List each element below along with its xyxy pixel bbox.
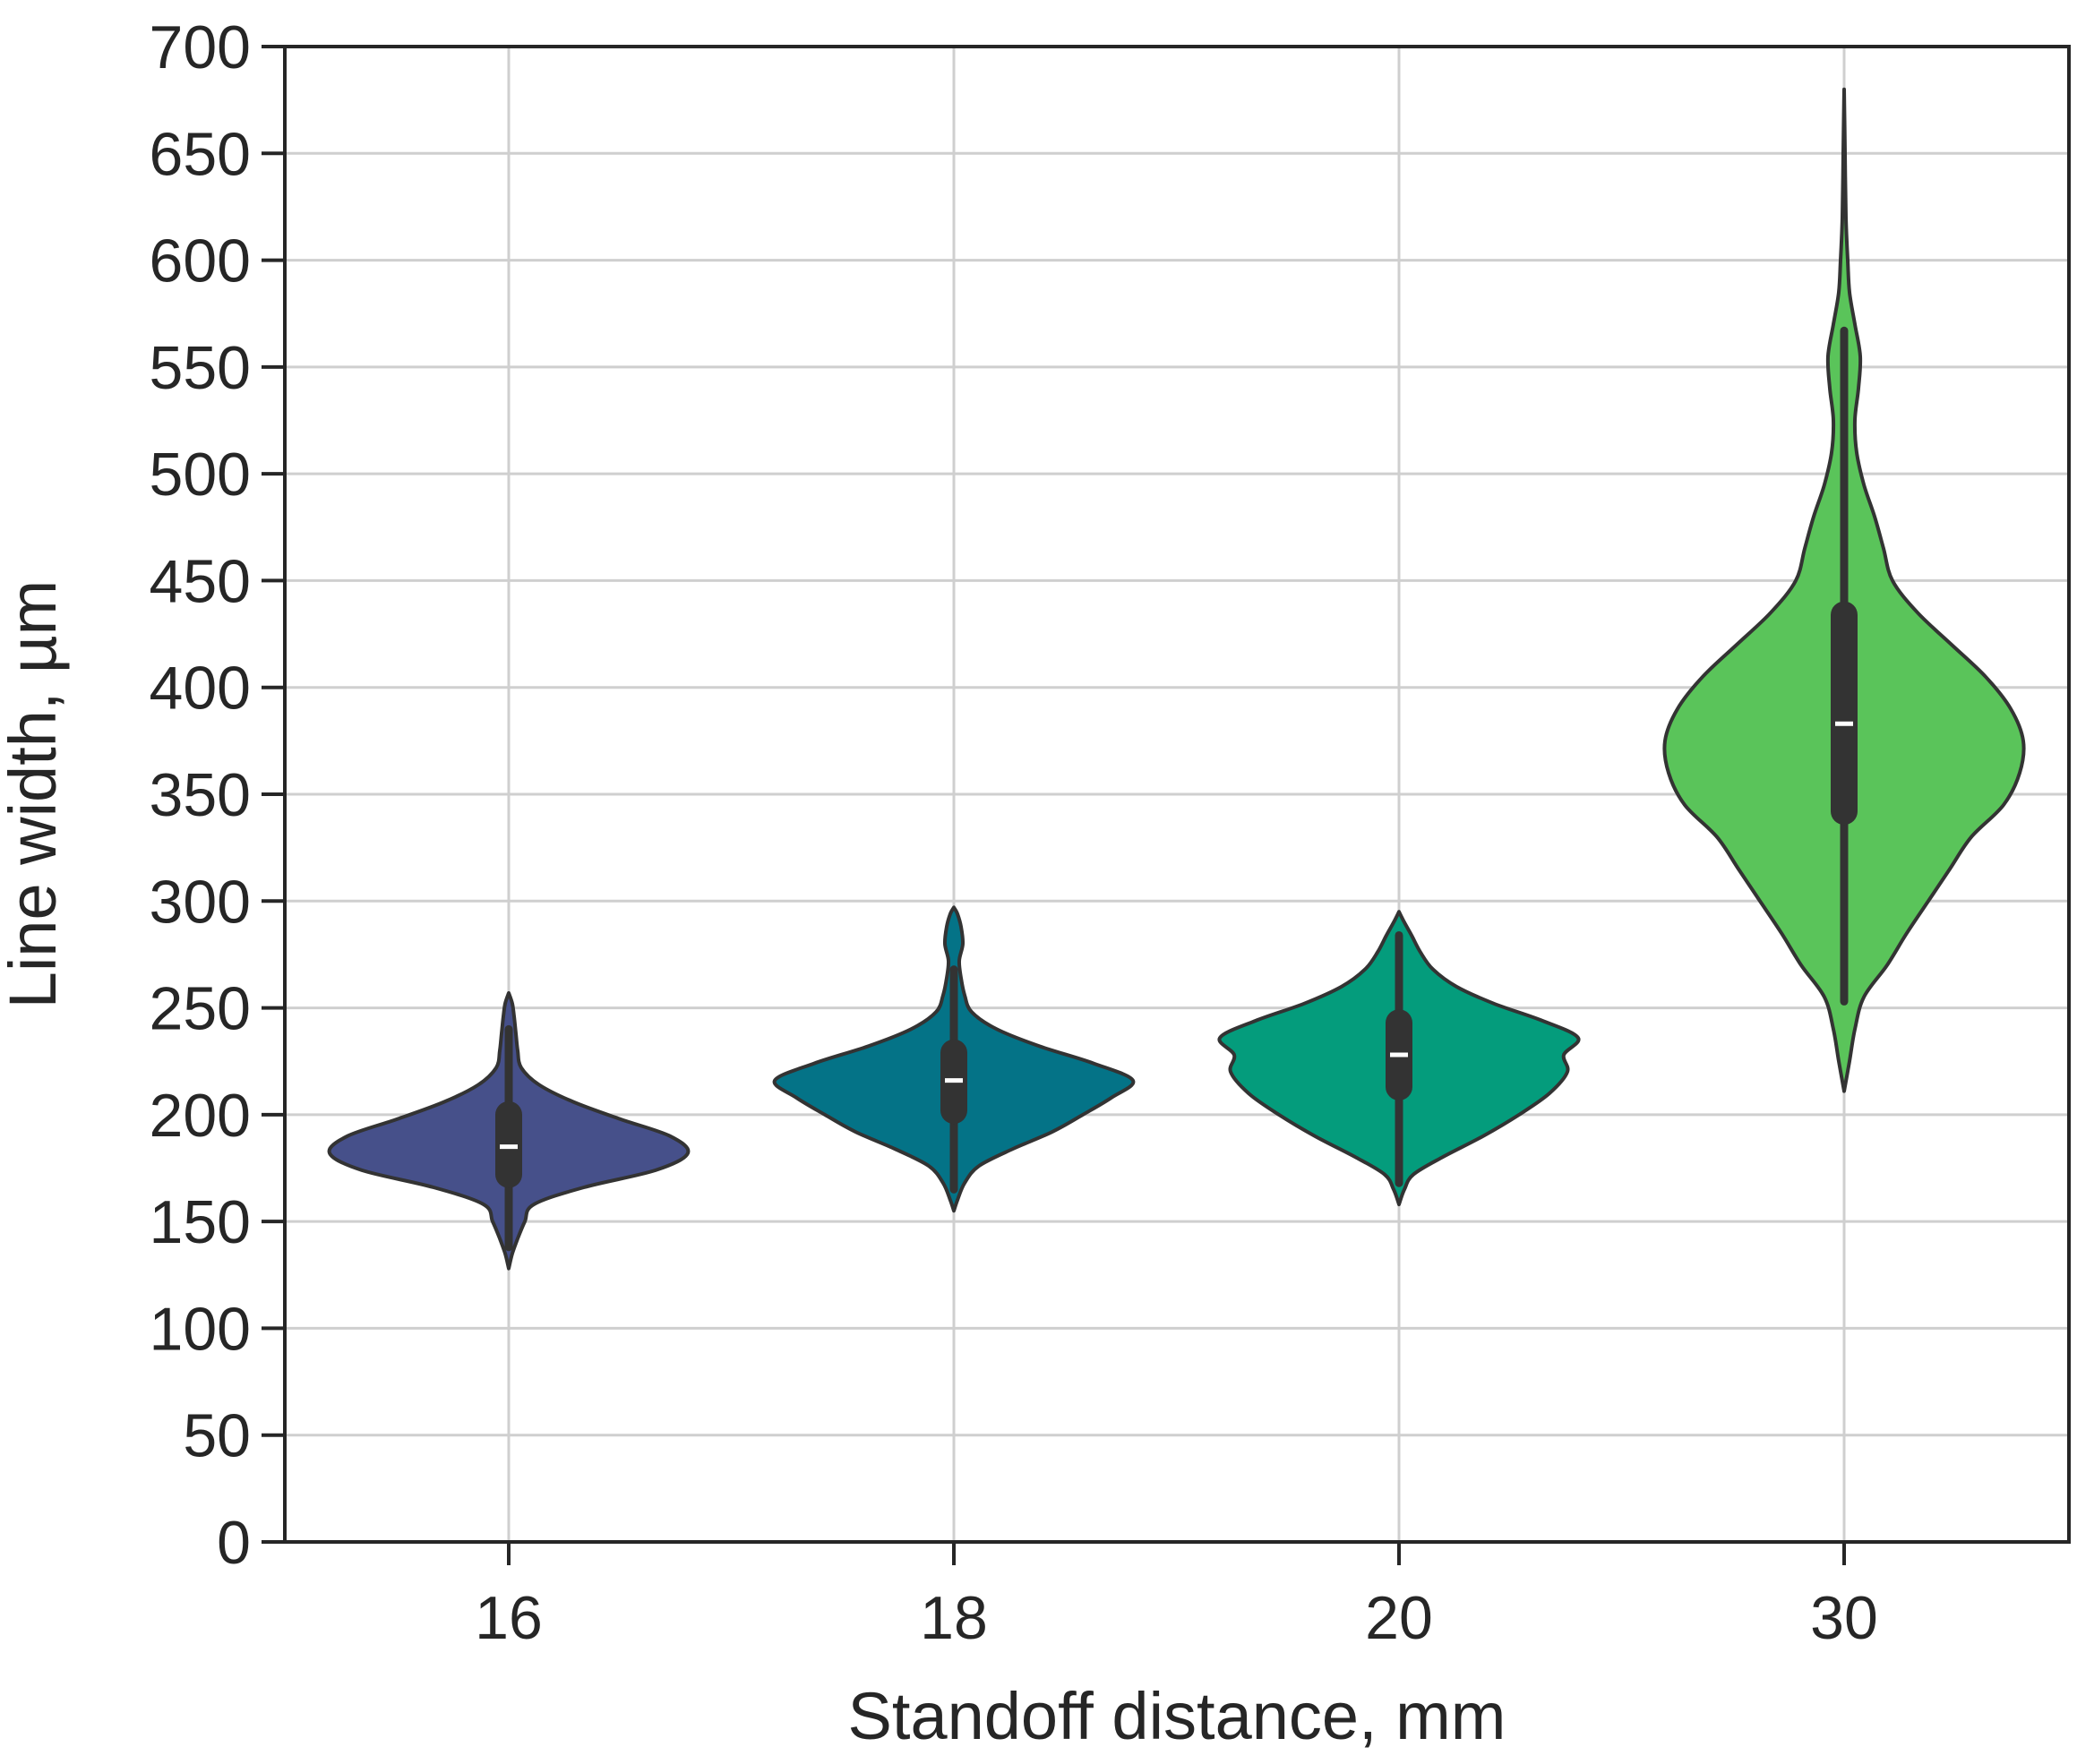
y-tick-label: 150 [150,1188,251,1256]
x-axis-title: Standoff distance, mm [848,1679,1506,1753]
tick-layer: 0 50 100 150 200 250 300 350 400 450 500 550 600 650 7… [150,13,1878,1652]
y-tick-label: 600 [150,227,251,295]
y-tick-label: 450 [150,547,251,615]
x-tick-label: 20 [1365,1584,1433,1652]
x-tick-label: 16 [475,1584,543,1652]
violin-layer [327,87,2026,1271]
y-tick-label: 350 [150,761,251,829]
y-tick-label: 50 [183,1402,251,1470]
y-tick-label: 700 [150,13,251,81]
grid-layer [285,45,2069,1544]
y-tick-label: 200 [150,1082,251,1150]
y-tick-label: 500 [150,441,251,509]
x-tick-label: 30 [1810,1584,1878,1652]
y-tick-label: 100 [150,1295,251,1363]
y-tick-label: 250 [150,975,251,1043]
x-tick-label: 18 [920,1584,988,1652]
y-axis-title: Line width, µm [0,580,70,1009]
y-tick-label: 650 [150,120,251,188]
y-tick-label: 300 [150,868,251,936]
y-tick-label: 400 [150,655,251,723]
y-tick-label: 550 [150,334,251,402]
y-tick-label: 0 [217,1509,251,1577]
